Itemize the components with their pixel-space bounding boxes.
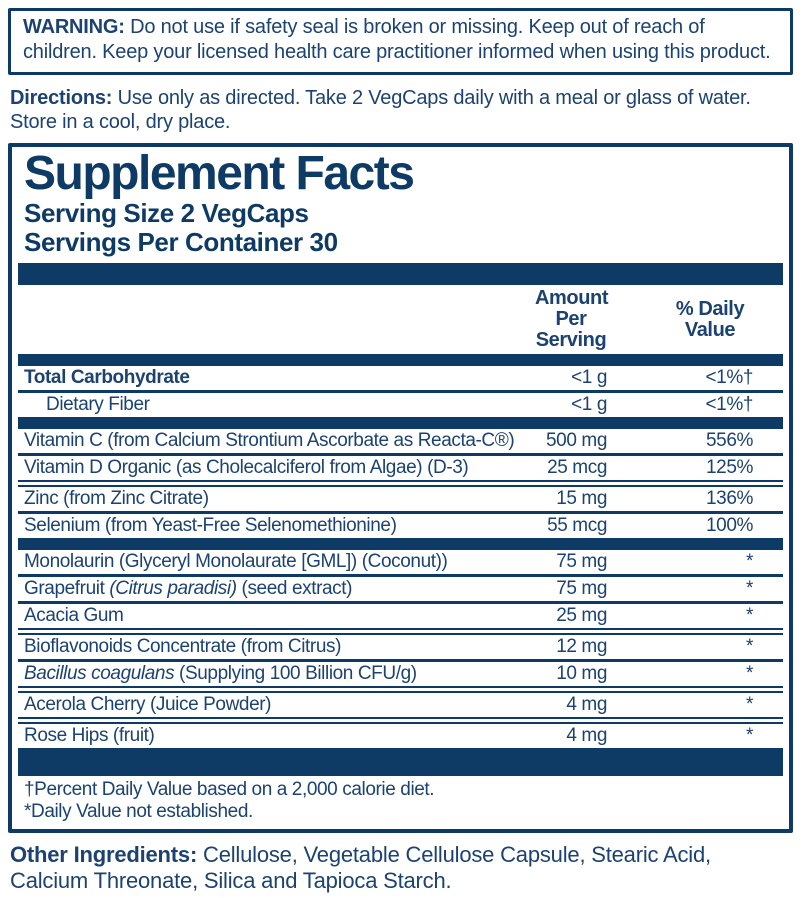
table-row: Acerola Cherry (Juice Powder) 4 mg *	[18, 686, 783, 717]
amount-cell: 500 mg	[546, 430, 607, 451]
nutrient-name-segment: Selenium (from Yeast-Free Selenomethioni…	[24, 515, 397, 536]
nutrient-name-italic: (Citrus paradisi)	[109, 578, 237, 599]
nutrient-name-italic: Bacillus coagulans	[24, 663, 175, 684]
col-header-amount: Amount Per Serving	[489, 287, 609, 351]
nutrient-name-segment: Acerola Cherry (Juice Powder)	[24, 694, 272, 715]
other-ingredients-label: Other Ingredients:	[10, 842, 198, 867]
nutrient-name-segment: Rose Hips (fruit)	[24, 725, 155, 746]
warning-box: WARNING: Do not use if safety seal is br…	[8, 8, 793, 75]
table-row: Vitamin D Organic (as Cholecalciferol fr…	[18, 453, 783, 480]
amount-cell: 4 mg	[566, 694, 607, 715]
table-row: Selenium (from Yeast-Free Selenomethioni…	[18, 511, 783, 538]
daily-value-cell: <1%†	[705, 367, 753, 388]
daily-value-cell: *	[746, 663, 753, 684]
other-ingredients: Other Ingredients: Cellulose, Vegetable …	[10, 842, 791, 894]
supplement-facts-panel: Supplement Facts Serving Size 2 VegCaps …	[8, 143, 793, 833]
amount-cell: 55 mcg	[547, 515, 607, 536]
col-header-daily-value-line2: Value	[684, 318, 736, 341]
col-header-amount-line2: Serving	[535, 329, 607, 351]
daily-value-cell: 125%	[706, 457, 753, 478]
amount-cell: <1 g	[571, 394, 607, 415]
nutrient-name-segment: (Supplying 100 Billion CFU/g)	[174, 663, 417, 684]
amount-cell: 75 mg	[556, 578, 607, 599]
nutrient-name: Selenium (from Yeast-Free Selenomethioni…	[24, 516, 489, 536]
divider-bar	[18, 417, 783, 429]
divider-bar	[18, 748, 783, 776]
col-header-daily-value-line1: % Daily	[675, 297, 745, 320]
table-row: Total Carbohydrate <1 g <1%†	[18, 366, 783, 390]
daily-value-cell: *	[746, 551, 753, 572]
panel-title: Supplement Facts	[24, 147, 415, 200]
table-row: Acacia Gum 25 mg *	[18, 601, 783, 628]
nutrient-name-segment: Zinc (from Zinc Citrate)	[24, 488, 209, 509]
table-row: Vitamin C (from Calcium Strontium Ascorb…	[18, 429, 783, 453]
nutrient-name: Rose Hips (fruit)	[24, 726, 489, 746]
directions-text: Use only as directed. Take 2 VegCaps dai…	[10, 87, 751, 133]
footnote-dagger: †Percent Daily Value based on a 2,000 ca…	[24, 779, 435, 800]
other-ingredients-text: Cellulose, Vegetable Cellulose Capsule, …	[10, 842, 711, 893]
nutrient-name: Monolaurin (Glyceryl Monolaurate [GML]) …	[24, 552, 489, 572]
nutrient-name-segment: (seed extract)	[236, 578, 353, 599]
directions: Directions: Use only as directed. Take 2…	[10, 86, 791, 134]
nutrient-name: Bioflavonoids Concentrate (from Citrus)	[24, 637, 489, 657]
nutrient-name: Zinc (from Zinc Citrate)	[24, 489, 489, 509]
daily-value-cell: 100%	[706, 515, 753, 536]
footnote-asterisk: *Daily Value not established.	[24, 801, 253, 822]
nutrient-name: Total Carbohydrate	[24, 368, 489, 388]
daily-value-cell: *	[746, 605, 753, 626]
servings-per-container: Servings Per Container 30	[24, 227, 338, 257]
table-row: Zinc (from Zinc Citrate) 15 mg 136%	[18, 480, 783, 511]
col-header-daily-value: % Daily Value	[607, 297, 753, 341]
amount-cell: 25 mcg	[547, 457, 607, 478]
divider-bar	[18, 538, 783, 550]
table-row: Grapefruit (Citrus paradisi) (seed extra…	[18, 574, 783, 601]
amount-cell: 10 mg	[556, 663, 607, 684]
directions-label: Directions:	[10, 87, 113, 109]
daily-value-cell: 556%	[706, 430, 753, 451]
warning-label: WARNING:	[23, 16, 125, 38]
nutrient-name-segment: Total Carbohydrate	[24, 367, 190, 388]
daily-value-cell: *	[746, 636, 753, 657]
amount-cell: 15 mg	[556, 488, 607, 509]
nutrient-name: Vitamin C (from Calcium Strontium Ascorb…	[24, 431, 515, 451]
col-header-amount-line1: Amount Per	[535, 287, 609, 330]
daily-value-cell: 136%	[706, 488, 753, 509]
table-row: Rose Hips (fruit) 4 mg *	[18, 717, 783, 748]
amount-cell: <1 g	[571, 367, 607, 388]
nutrient-name-segment: Grapefruit	[24, 578, 110, 599]
daily-value-cell: <1%†	[705, 394, 753, 415]
daily-value-cell: *	[746, 578, 753, 599]
nutrient-name-segment: Bioflavonoids Concentrate (from Citrus)	[24, 636, 342, 657]
nutrient-name: Grapefruit (Citrus paradisi) (seed extra…	[24, 579, 489, 599]
nutrient-name: Vitamin D Organic (as Cholecalciferol fr…	[24, 458, 489, 478]
table-row: Monolaurin (Glyceryl Monolaurate [GML]) …	[18, 550, 783, 574]
nutrient-name-segment: Vitamin D Organic (as Cholecalciferol fr…	[24, 457, 469, 478]
nutrient-name-segment: Monolaurin (Glyceryl Monolaurate [GML]) …	[24, 551, 448, 572]
amount-cell: 4 mg	[566, 725, 607, 746]
nutrient-name-segment: Acacia Gum	[24, 605, 124, 626]
nutrient-name: Dietary Fiber	[24, 395, 489, 415]
table-row: Bacillus coagulans (Supplying 100 Billio…	[18, 659, 783, 686]
nutrient-name-segment: Dietary Fiber	[46, 394, 150, 415]
daily-value-cell: *	[746, 725, 753, 746]
nutrient-name: Acerola Cherry (Juice Powder)	[24, 695, 489, 715]
amount-cell: 12 mg	[556, 636, 607, 657]
divider-bar	[18, 354, 783, 366]
table-row: Dietary Fiber <1 g <1%†	[18, 390, 783, 417]
amount-cell: 25 mg	[556, 605, 607, 626]
serving-size: Serving Size 2 VegCaps	[24, 198, 309, 228]
divider-bar	[18, 263, 783, 285]
nutrient-name: Acacia Gum	[24, 606, 489, 626]
table-header-row: Amount Per Serving % Daily Value	[18, 285, 783, 354]
amount-cell: 75 mg	[556, 551, 607, 572]
nutrient-name-segment: Vitamin C (from Calcium Strontium Ascorb…	[24, 430, 515, 451]
daily-value-cell: *	[746, 694, 753, 715]
nutrient-name: Bacillus coagulans (Supplying 100 Billio…	[24, 664, 489, 684]
warning-text: Do not use if safety seal is broken or m…	[23, 16, 771, 63]
table-row: Bioflavonoids Concentrate (from Citrus) …	[18, 628, 783, 659]
footnotes: †Percent Daily Value based on a 2,000 ca…	[18, 776, 783, 823]
